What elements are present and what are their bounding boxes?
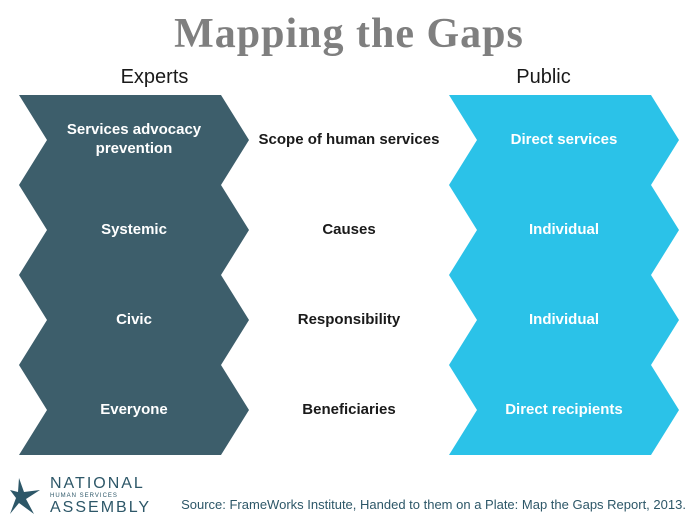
dimension-1: Scope of human services xyxy=(249,131,449,150)
dimension-3: Responsibility xyxy=(249,311,449,330)
experts-value-3: Civic xyxy=(19,311,249,330)
public-value-4: Direct recipients xyxy=(449,401,679,420)
header-public: Public xyxy=(439,66,698,89)
row-3: Civic Responsibility Individual xyxy=(9,275,689,365)
dimension-2: Causes xyxy=(249,221,449,240)
gap-diagram: Services advocacy prevention Scope of hu… xyxy=(9,95,689,455)
star-icon xyxy=(10,478,44,514)
row-2: Systemic Causes Individual xyxy=(9,185,689,275)
header-middle xyxy=(259,66,439,89)
footer: NATIONAL HUMAN SERVICES ASSEMBLY Source:… xyxy=(10,476,688,516)
experts-value-2: Systemic xyxy=(19,221,249,240)
logo: NATIONAL HUMAN SERVICES ASSEMBLY xyxy=(10,476,151,516)
source-citation: Source: FrameWorks Institute, Handed to … xyxy=(151,497,688,516)
page-title: Mapping the Gaps xyxy=(0,0,698,58)
logo-line2: ASSEMBLY xyxy=(50,500,151,516)
experts-value-1: Services advocacy prevention xyxy=(19,121,249,159)
diagram-labels: Services advocacy prevention Scope of hu… xyxy=(9,95,689,455)
logo-line1: NATIONAL xyxy=(50,476,151,492)
experts-value-4: Everyone xyxy=(19,401,249,420)
public-value-1: Direct services xyxy=(449,131,679,150)
public-value-3: Individual xyxy=(449,311,679,330)
row-4: Everyone Beneficiaries Direct recipients xyxy=(9,365,689,455)
dimension-4: Beneficiaries xyxy=(249,401,449,420)
public-value-2: Individual xyxy=(449,221,679,240)
logo-text: NATIONAL HUMAN SERVICES ASSEMBLY xyxy=(50,476,151,516)
header-experts: Experts xyxy=(0,66,259,89)
row-1: Services advocacy prevention Scope of hu… xyxy=(9,95,689,185)
column-headers: Experts Public xyxy=(0,66,698,89)
